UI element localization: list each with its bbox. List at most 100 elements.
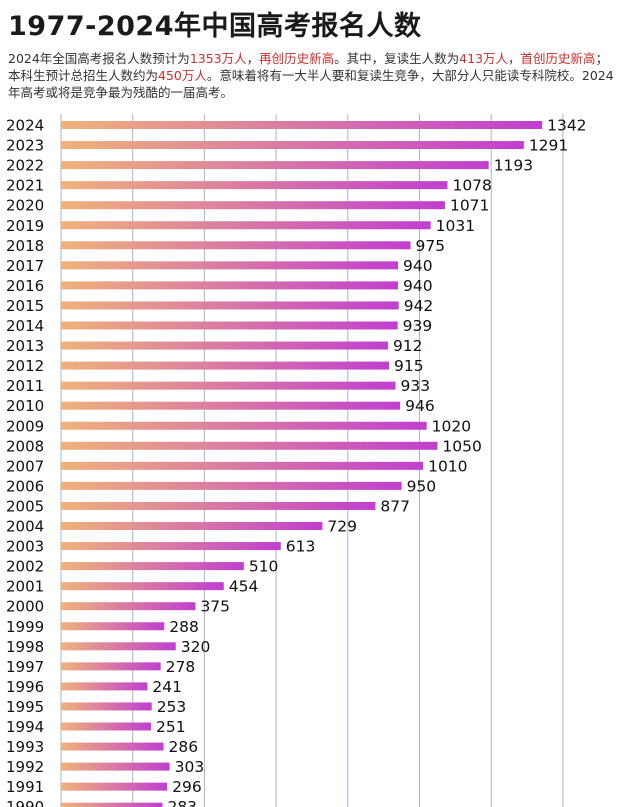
bar [61, 321, 398, 330]
bar [61, 261, 398, 270]
value-label: 1031 [436, 217, 475, 235]
year-label: 2016 [6, 277, 44, 295]
value-label: 613 [286, 538, 316, 556]
bar [61, 241, 411, 250]
value-label: 939 [403, 317, 433, 335]
subtitle-highlight: 再创历史新高 [259, 51, 335, 66]
value-label: 915 [394, 357, 424, 375]
bar [61, 121, 543, 129]
value-label: 510 [249, 558, 279, 576]
value-label: 946 [405, 397, 435, 415]
year-label: 1996 [6, 678, 44, 696]
value-label: 1342 [547, 117, 586, 135]
bar [61, 441, 438, 450]
year-label: 2009 [6, 417, 44, 435]
value-label: 241 [152, 678, 182, 696]
year-label: 1994 [6, 718, 44, 736]
year-label: 2023 [6, 137, 44, 155]
year-label: 1995 [6, 698, 44, 716]
subtitle-text: 。意味着将有一大半人要和复读生竞争，大部分人只能读专科院校。2024年高考或将是… [8, 68, 614, 100]
bar [61, 481, 402, 490]
page-subtitle: 2024年全国高考报名人数预计为1353万人，再创历史新高。其中，复读生人数为4… [8, 50, 620, 101]
value-label: 296 [172, 778, 202, 796]
subtitle-highlight: 1353万人 [189, 51, 247, 66]
year-label: 2011 [6, 377, 44, 395]
bar [61, 542, 281, 551]
bar [61, 181, 448, 190]
bar [61, 381, 396, 390]
value-label: 375 [200, 598, 230, 616]
year-label: 2021 [6, 177, 44, 195]
year-label: 2019 [6, 217, 44, 235]
subtitle-text: 。其中，复读生人数为 [334, 51, 460, 66]
year-label: 2004 [6, 518, 44, 536]
value-label: 729 [327, 518, 357, 536]
bar [61, 582, 224, 591]
value-label: 286 [169, 738, 199, 756]
value-label: 975 [416, 237, 446, 255]
value-label: 283 [167, 798, 197, 807]
year-label: 1997 [6, 658, 44, 676]
bar [61, 301, 399, 310]
year-label: 1999 [6, 618, 44, 636]
subtitle-highlight: 首创历史新高 [520, 51, 596, 66]
value-label: 1193 [494, 157, 533, 175]
value-label: 912 [393, 337, 423, 355]
value-label: 251 [156, 718, 186, 736]
bar [61, 401, 401, 410]
value-label: 1020 [432, 417, 471, 435]
bar [61, 782, 168, 791]
value-label: 320 [181, 638, 211, 656]
bar [61, 722, 151, 731]
year-label: 2008 [6, 437, 44, 455]
value-label: 950 [407, 477, 437, 495]
year-label: 2007 [6, 457, 44, 475]
year-label: 2020 [6, 197, 44, 215]
subtitle-text: ， [508, 51, 521, 66]
year-label: 1993 [6, 738, 44, 756]
bar [61, 762, 170, 771]
bar [61, 562, 244, 571]
value-label: 877 [380, 497, 410, 515]
value-label: 303 [175, 758, 205, 776]
value-label: 1050 [442, 437, 481, 455]
bar [61, 421, 427, 430]
bar [61, 702, 152, 711]
year-label: 2024 [6, 117, 44, 135]
subtitle-text: ， [246, 51, 260, 66]
value-label: 1010 [428, 457, 467, 475]
year-label: 2010 [6, 397, 44, 415]
bar [61, 522, 323, 530]
bar-chart: 2024 1342 2023 1291 2022 1193 2021 1078 2020 1071… [6, 114, 587, 807]
value-label: 1078 [452, 177, 491, 195]
value-label: 942 [404, 297, 434, 315]
year-label: 2018 [6, 237, 44, 255]
value-label: 278 [166, 658, 196, 676]
year-label: 2013 [6, 337, 44, 355]
bar [61, 201, 445, 210]
subtitle-highlight: 413万人 [459, 51, 509, 66]
bar [61, 361, 390, 370]
year-label: 2015 [6, 297, 44, 315]
year-label: 2006 [6, 477, 44, 495]
subtitle-text: ；本科生预计总招生人数约为 [8, 51, 609, 83]
year-label: 2002 [6, 558, 44, 576]
year-label: 2012 [6, 357, 44, 375]
bar [61, 662, 161, 671]
subtitle-highlight: 450万人 [158, 68, 207, 83]
year-label: 1990 [6, 798, 44, 807]
year-label: 1992 [6, 758, 44, 776]
year-label: 2014 [6, 317, 44, 335]
value-label: 1291 [529, 137, 568, 155]
bar [61, 682, 148, 691]
bar [61, 461, 424, 470]
year-label: 2001 [6, 578, 44, 596]
bar [61, 281, 398, 290]
value-label: 454 [229, 578, 259, 596]
grid-lines [60, 114, 564, 807]
year-label: 2000 [6, 598, 44, 616]
year-label: 2017 [6, 257, 44, 275]
bar [61, 802, 163, 807]
bar [61, 221, 431, 230]
value-label: 933 [400, 377, 430, 395]
